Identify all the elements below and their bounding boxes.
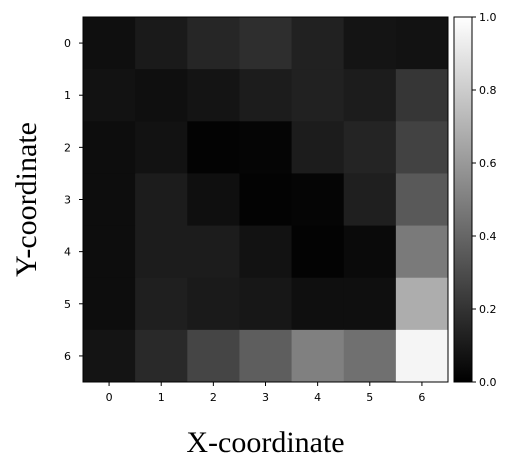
heatmap-cell-r1-c1 [135, 69, 188, 122]
heatmap-cells [83, 17, 449, 383]
heatmap-cell-r3-c4 [291, 173, 345, 227]
heatmap-cell-r5-c3 [239, 277, 293, 331]
heatmap-cell-r4-c4 [291, 225, 345, 279]
heatmap-cell-r1-c2 [187, 69, 240, 122]
heatmap-cell-r1-c5 [343, 69, 397, 122]
heatmap-cell-r6-c4 [291, 329, 345, 383]
colorbar-tick-label: 1.0 [479, 11, 497, 24]
heatmap-cell-r0-c0 [83, 17, 136, 70]
colorbar-tick-label: 0.6 [479, 157, 497, 170]
heatmap-cell-r2-c3 [239, 121, 293, 174]
heatmap-cell-r5-c5 [343, 277, 397, 331]
heatmap-cell-r4-c0 [83, 225, 136, 279]
x-tick-label: 4 [314, 391, 321, 404]
heatmap-cell-r3-c6 [395, 173, 449, 227]
heatmap-cell-r5-c1 [135, 277, 188, 331]
heatmap-cell-r0-c2 [187, 17, 240, 70]
heatmap-cell-r2-c5 [343, 121, 397, 174]
heatmap-cell-r0-c3 [239, 17, 293, 70]
x-axis-title: X-coordinate [186, 426, 344, 459]
colorbar-tick-label: 0.2 [479, 303, 497, 316]
heatmap-cell-r0-c1 [135, 17, 188, 70]
heatmap-cell-r5-c0 [83, 277, 136, 331]
heatmap-cell-r1-c0 [83, 69, 136, 122]
heatmap-cell-r1-c6 [395, 69, 449, 122]
x-tick-label: 6 [418, 391, 425, 404]
x-tick-label: 1 [158, 391, 165, 404]
colorbar-tick-label: 0.0 [479, 376, 497, 389]
y-tick-label: 2 [64, 141, 71, 154]
heatmap-cell-r2-c0 [83, 121, 136, 174]
heatmap-cell-r2-c1 [135, 121, 188, 174]
y-tick-label: 0 [64, 37, 71, 50]
colorbar-tick-label: 0.8 [479, 84, 497, 97]
heatmap-cell-r1-c3 [239, 69, 293, 122]
y-axis-title: Y-coordinate [10, 122, 43, 277]
colorbar [453, 16, 473, 383]
x-tick-label: 5 [366, 391, 373, 404]
heatmap-cell-r4-c3 [239, 225, 293, 279]
y-tick-label: 3 [64, 194, 71, 207]
heatmap-cell-r5-c2 [187, 277, 240, 331]
heatmap-cell-r4-c6 [395, 225, 449, 279]
heatmap-cell-r3-c5 [343, 173, 397, 227]
heatmap-cell-r6-c0 [83, 329, 136, 383]
x-tick-label: 0 [106, 391, 113, 404]
heatmap-cell-r6-c3 [239, 329, 293, 383]
x-axis-ticks: 0 1 2 3 4 5 6 [106, 382, 425, 404]
x-tick-label: 2 [210, 391, 217, 404]
heatmap-cell-r6-c5 [343, 329, 397, 383]
heatmap-cell-r5-c4 [291, 277, 345, 331]
heatmap-cell-r2-c4 [291, 121, 345, 174]
heatmap-cell-r4-c5 [343, 225, 397, 279]
heatmap-cell-r1-c4 [291, 69, 345, 122]
heatmap-cell-r6-c1 [135, 329, 188, 383]
y-tick-label: 5 [64, 298, 71, 311]
heatmap-cell-r3-c1 [135, 173, 188, 227]
heatmap-cell-r3-c0 [83, 173, 136, 227]
y-tick-label: 6 [64, 350, 71, 363]
y-axis-ticks: 0 1 2 3 4 5 6 [64, 37, 83, 363]
heatmap-cell-r0-c6 [395, 17, 449, 70]
colorbar-tick-label: 0.4 [479, 230, 497, 243]
heatmap-cell-r2-c6 [395, 121, 449, 174]
heatmap-cell-r0-c5 [343, 17, 397, 70]
heatmap-cell-r3-c2 [187, 173, 240, 227]
heatmap-cell-r4-c1 [135, 225, 188, 279]
heatmap-cell-r5-c6 [395, 277, 449, 331]
heatmap-cell-r3-c3 [239, 173, 293, 227]
heatmap-cell-r6-c2 [187, 329, 240, 383]
y-tick-label: 4 [64, 246, 71, 259]
x-tick-label: 3 [262, 391, 269, 404]
heatmap-cell-r0-c4 [291, 17, 345, 70]
heatmap-cell-r6-c6 [395, 329, 449, 383]
heatmap-cell-r2-c2 [187, 121, 240, 174]
y-tick-label: 1 [64, 89, 71, 102]
colorbar-ticks: 0.0 0.2 0.4 0.6 0.8 1.0 [472, 11, 497, 389]
heatmap-cell-r4-c2 [187, 225, 240, 279]
